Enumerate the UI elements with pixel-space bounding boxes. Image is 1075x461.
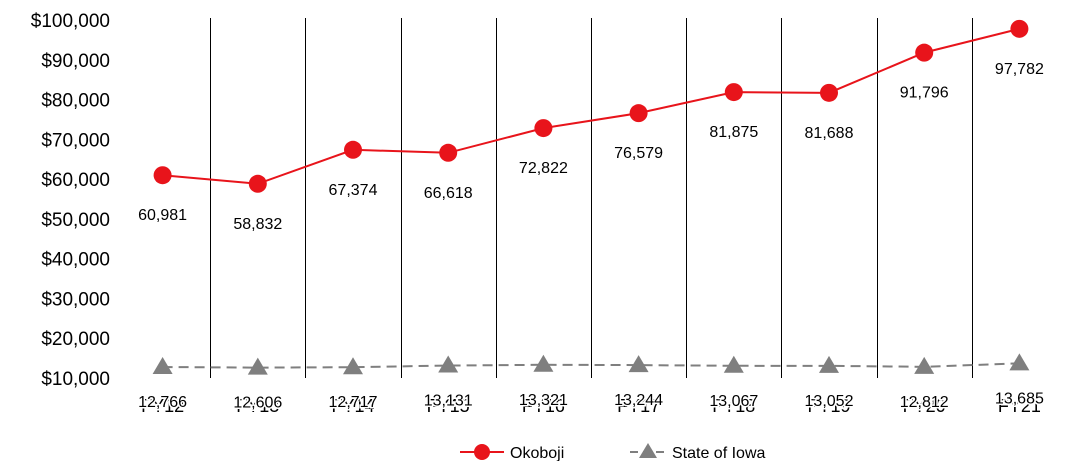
data-label-state-of-iowa: 13,131: [424, 393, 473, 410]
y-tick-label: $20,000: [41, 329, 110, 350]
gridlines: [210, 18, 973, 378]
data-label-state-of-iowa: 12,812: [900, 394, 949, 411]
point-marker-okoboji: [534, 119, 553, 138]
data-label-okoboji: 91,796: [900, 85, 949, 102]
x-tick-label: FY19: [807, 396, 850, 416]
data-label-state-of-iowa: 13,685: [995, 390, 1044, 407]
legend-marker-state-of-iowa: [639, 443, 657, 458]
point-marker-state-of-iowa: [914, 356, 935, 374]
point-marker-okoboji: [248, 174, 267, 193]
legend-label-okoboji: Okoboji: [510, 445, 564, 461]
y-tick-label: $10,000: [41, 369, 110, 390]
y-tick-label: $50,000: [41, 210, 110, 231]
point-marker-state-of-iowa: [343, 357, 363, 375]
data-label-okoboji: 81,875: [709, 124, 758, 141]
x-tick-label: FY17: [617, 396, 660, 416]
legend: Okoboji State of Iowa: [460, 443, 765, 461]
data-label-state-of-iowa: 12,766: [138, 394, 187, 411]
data-label-state-of-iowa: 13,321: [519, 392, 568, 409]
data-label-okoboji: 97,782: [995, 61, 1044, 78]
point-marker-okoboji: [439, 143, 458, 162]
x-tick-label: FY13: [236, 396, 279, 416]
y-axis-ticks: $10,000 $20,000 $30,000 $40,000 $50,000 $60,0…: [31, 11, 110, 390]
x-tick-label: FY21: [998, 396, 1041, 416]
data-label-state-of-iowa: 13,067: [709, 393, 758, 410]
y-tick-label: $40,000: [41, 250, 110, 271]
data-label-okoboji: 60,981: [138, 207, 187, 224]
point-marker-state-of-iowa: [533, 354, 554, 372]
point-marker-okoboji: [915, 43, 934, 62]
data-label-okoboji: 66,618: [424, 185, 473, 202]
point-marker-okoboji: [820, 83, 838, 102]
point-marker-okoboji: [629, 104, 648, 123]
x-tick-label: FY16: [522, 396, 565, 416]
legend-marker-okoboji: [474, 444, 490, 460]
data-label-okoboji: 58,832: [233, 216, 282, 233]
data-label-state-of-iowa: 13,244: [614, 392, 663, 409]
x-axis-ticks: FY12 FY13 FY14 FY15 FY16 FY17 FY18 FY19 FY20 FY21: [141, 396, 1041, 416]
y-tick-label: $60,000: [41, 170, 110, 191]
x-tick-label: FY15: [427, 396, 470, 416]
data-labels: 60,981 58,832 67,374 66,618 72,822 76,579 81,8…: [137, 61, 1046, 413]
data-label-okoboji: 76,579: [614, 145, 663, 162]
point-marker-okoboji: [153, 166, 172, 185]
data-label-state-of-iowa: 12,606: [233, 395, 282, 412]
point-marker-okoboji: [1010, 19, 1029, 38]
data-label-okoboji: 81,688: [805, 125, 854, 142]
x-tick-label: FY18: [712, 396, 755, 416]
series-group: [152, 19, 1030, 375]
point-marker-state-of-iowa: [628, 355, 649, 373]
point-marker-okoboji: [344, 140, 362, 159]
series-line-okoboji: [162, 27, 1020, 185]
y-tick-label: $100,000: [31, 11, 110, 32]
data-label-state-of-iowa: 13,052: [805, 393, 854, 410]
point-marker-okoboji: [724, 83, 743, 102]
data-label-okoboji: 72,822: [519, 160, 568, 177]
x-tick-label: FY12: [141, 396, 184, 416]
y-tick-label: $70,000: [41, 130, 110, 151]
point-marker-state-of-iowa: [723, 355, 744, 373]
point-marker-state-of-iowa: [247, 357, 268, 375]
point-marker-state-of-iowa: [438, 355, 459, 373]
x-tick-label: FY20: [903, 396, 946, 416]
y-tick-label: $30,000: [41, 289, 110, 310]
point-marker-state-of-iowa: [1009, 353, 1030, 371]
data-label-state-of-iowa: 12,717: [329, 394, 378, 411]
x-tick-label: FY14: [331, 396, 374, 416]
y-tick-label: $90,000: [41, 51, 110, 72]
point-marker-state-of-iowa: [152, 356, 173, 374]
legend-label-state-of-iowa: State of Iowa: [672, 445, 765, 461]
y-tick-label: $80,000: [41, 91, 110, 112]
data-label-okoboji: 67,374: [329, 182, 378, 199]
point-marker-state-of-iowa: [819, 355, 839, 373]
